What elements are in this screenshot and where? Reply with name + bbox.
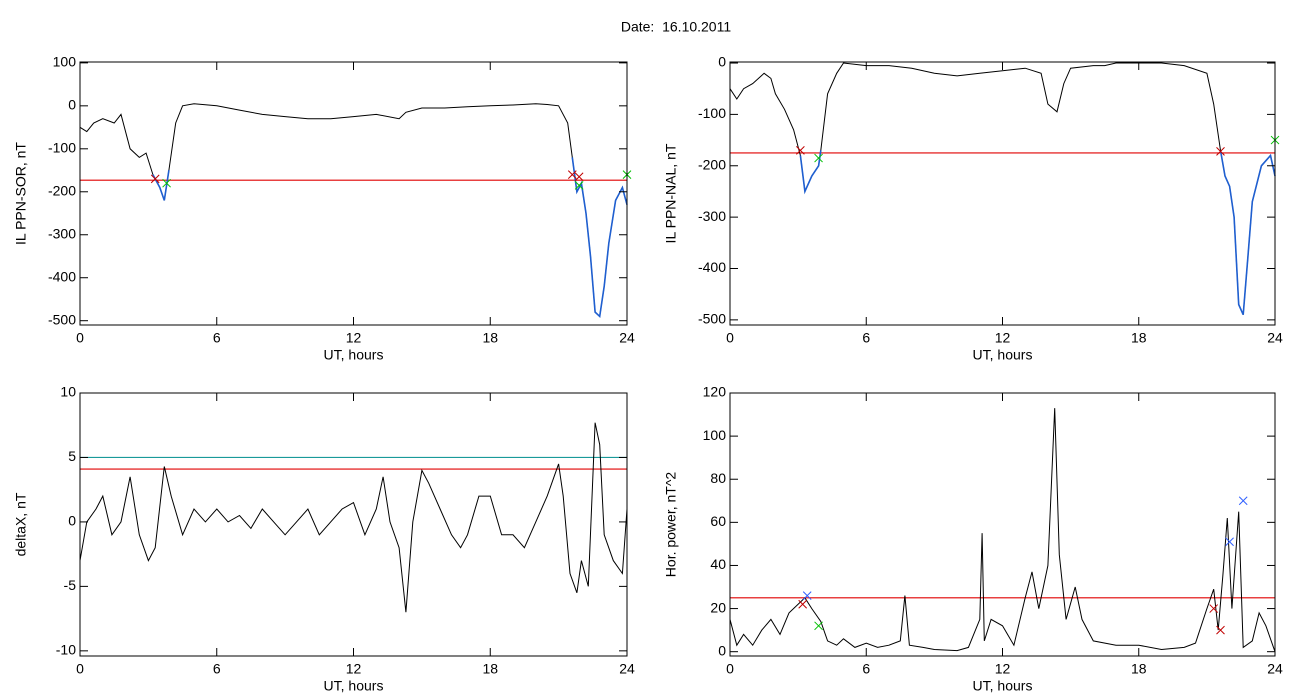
- marker: [150, 174, 160, 184]
- marker: [574, 172, 584, 182]
- x-tick-label: 6: [862, 661, 870, 677]
- marker: [1216, 147, 1225, 156]
- y-axis-label: Hor. power, nT^2: [663, 472, 679, 578]
- y-tick-label: 0: [718, 54, 726, 70]
- y-tick-label: 20: [710, 599, 726, 615]
- y-tick-label: 10: [60, 384, 76, 400]
- y-tick-label: 100: [703, 427, 727, 443]
- y-tick-label: -200: [698, 156, 726, 172]
- y-tick-label: 0: [718, 642, 726, 658]
- x-axis-label: UT, hours: [973, 347, 1033, 363]
- y-tick-label: -10: [56, 642, 76, 658]
- x-tick-label: 12: [995, 330, 1011, 346]
- panel: 0 6 12 18 24 0 -100 -200 -300 -400 -500 UT, hours IL…: [663, 54, 1283, 363]
- data-line: [79, 103, 628, 318]
- x-tick-label: 6: [862, 330, 870, 346]
- marker: [814, 621, 823, 631]
- data-line: [79, 422, 628, 613]
- figure-title: Date: 16.10.2011: [621, 19, 731, 35]
- y-tick-label: -100: [48, 140, 76, 156]
- y-tick-label: 0: [68, 97, 76, 113]
- x-axis-label: UT, hours: [324, 678, 384, 694]
- x-tick-label: 24: [619, 330, 635, 346]
- marker: [1238, 496, 1248, 506]
- x-tick-label: 18: [482, 661, 498, 677]
- x-tick-label: 0: [726, 330, 734, 346]
- marker: [802, 591, 812, 600]
- x-tick-label: 0: [726, 661, 734, 677]
- y-tick-label: -400: [48, 268, 76, 284]
- data-line: [729, 62, 1276, 315]
- x-tick-label: 18: [1131, 661, 1147, 677]
- y-tick-label: 60: [710, 513, 726, 529]
- x-tick-label: 18: [1131, 330, 1147, 346]
- marker: [1209, 604, 1219, 613]
- plot-frame: [729, 61, 1276, 326]
- marker: [796, 145, 805, 155]
- y-axis-label: IL PPN-SOR, nT: [13, 142, 29, 245]
- plot-frame: [79, 392, 628, 657]
- y-tick-label: -300: [48, 225, 76, 241]
- marker: [1225, 537, 1234, 547]
- marker: [814, 153, 823, 163]
- x-tick-label: 12: [995, 661, 1011, 677]
- x-tick-label: 0: [76, 661, 84, 677]
- x-axis-label: UT, hours: [324, 347, 384, 363]
- marker: [798, 599, 808, 609]
- marker: [567, 170, 577, 179]
- y-tick-label: -400: [698, 259, 726, 275]
- x-tick-label: 24: [619, 661, 635, 677]
- y-axis-label: deltaX, nT: [13, 492, 29, 556]
- x-tick-label: 12: [346, 330, 362, 346]
- y-tick-label: 80: [710, 470, 726, 486]
- x-tick-label: 24: [1267, 661, 1283, 677]
- y-tick-label: -300: [698, 208, 726, 224]
- data-line: [152, 157, 628, 319]
- y-axis-label: IL PPN-NAL, nT: [663, 143, 679, 243]
- data-line: [799, 150, 1276, 316]
- y-tick-label: -5: [64, 577, 77, 593]
- x-tick-label: 6: [213, 330, 221, 346]
- x-axis-label: UT, hours: [973, 678, 1033, 694]
- panel: 0 6 12 18 24 0 20 40 60 80 100 120 UT, hours Hor. pow…: [663, 384, 1283, 694]
- plot-frame: [729, 392, 1276, 657]
- y-tick-label: 100: [53, 54, 77, 70]
- x-tick-label: 18: [482, 330, 498, 346]
- panel: 0 6 12 18 24 100 0 -100 -200 -300 -400 -500 UT, hour…: [13, 54, 635, 363]
- x-tick-label: 24: [1267, 330, 1283, 346]
- x-tick-label: 0: [76, 330, 84, 346]
- y-tick-label: 40: [710, 556, 726, 572]
- y-tick-label: 5: [68, 448, 76, 464]
- marker: [162, 178, 171, 188]
- x-tick-label: 12: [346, 661, 362, 677]
- y-tick-label: -500: [48, 311, 76, 327]
- panel: 0 6 12 18 24 10 5 0 -5 -10 UT, hours deltaX, nT: [13, 384, 635, 694]
- y-tick-label: -500: [698, 311, 726, 327]
- y-tick-label: 120: [703, 384, 727, 400]
- y-tick-label: -200: [48, 182, 76, 198]
- data-line: [729, 408, 1276, 652]
- marker: [574, 180, 584, 190]
- marker: [1216, 625, 1225, 635]
- x-tick-label: 6: [213, 661, 221, 677]
- y-tick-label: 0: [68, 513, 76, 529]
- y-tick-label: -100: [698, 105, 726, 121]
